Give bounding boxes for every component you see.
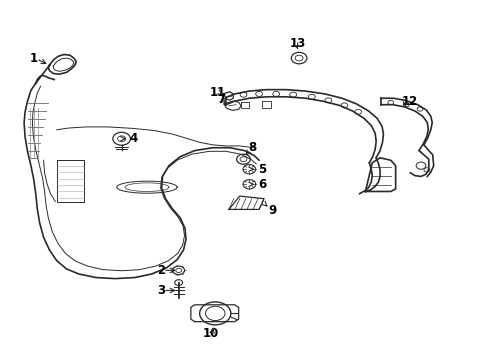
Text: 4: 4 [130,132,138,145]
Text: 6: 6 [258,178,266,191]
Text: 10: 10 [203,327,219,340]
Text: 2: 2 [157,264,164,277]
Text: 7: 7 [217,93,225,106]
Text: 9: 9 [267,204,276,217]
Text: 5: 5 [258,163,266,176]
Text: 12: 12 [401,95,417,108]
Text: 8: 8 [248,140,256,153]
Text: 11: 11 [209,86,225,99]
Text: 1: 1 [30,51,38,64]
Text: 13: 13 [289,36,305,50]
Text: 3: 3 [157,284,164,297]
